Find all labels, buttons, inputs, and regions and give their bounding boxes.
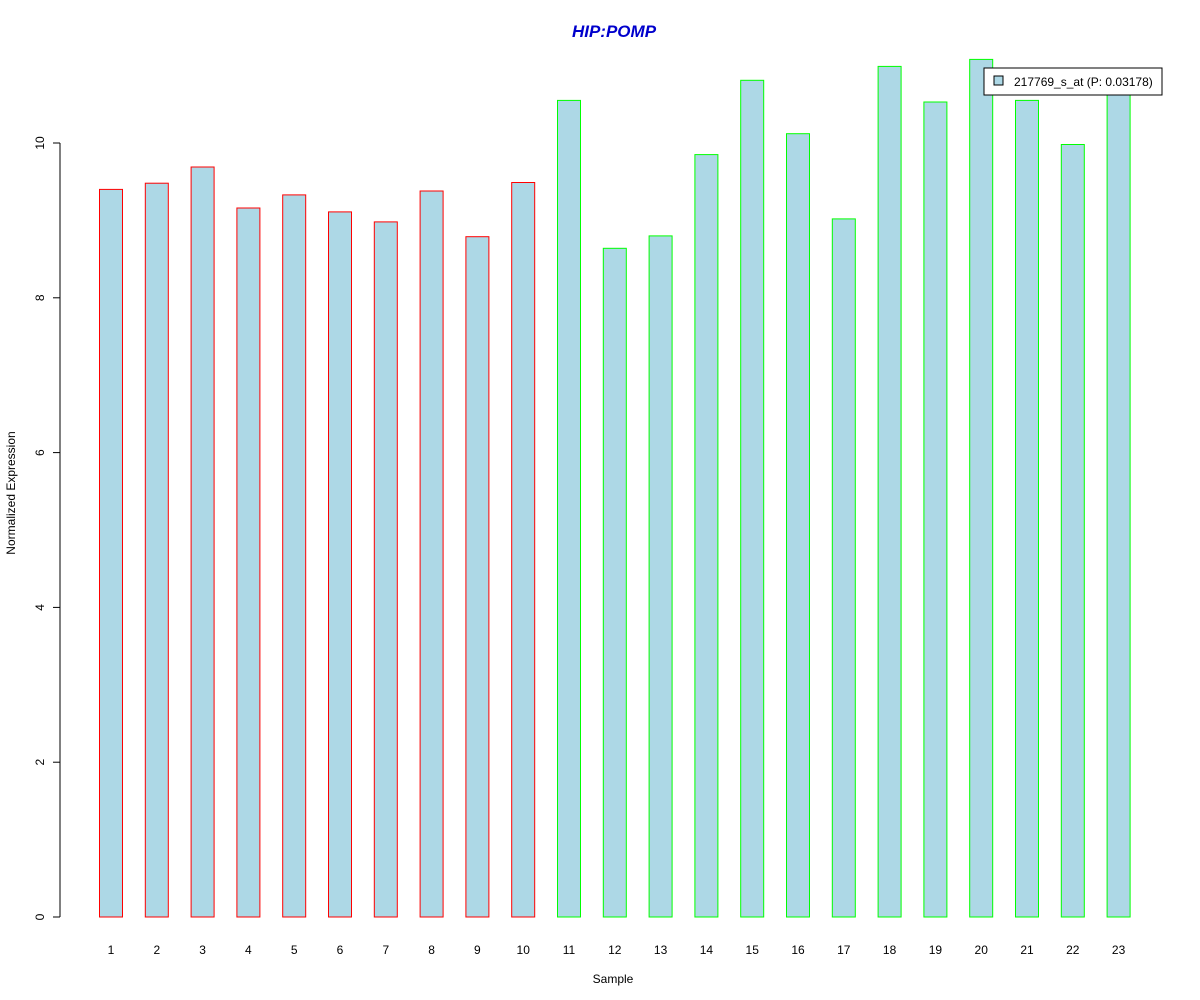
x-tick-label: 9 <box>474 943 481 957</box>
bar-sample-18 <box>877 65 902 918</box>
x-tick-label: 12 <box>608 943 622 957</box>
bar-sample-6 <box>328 211 352 918</box>
x-tick-label: 3 <box>199 943 206 957</box>
y-tick-label: 0 <box>33 913 47 920</box>
bar-sample-16 <box>786 133 810 918</box>
x-tick-label: 8 <box>428 943 435 957</box>
x-tick-label: 14 <box>700 943 714 957</box>
bar-sample-13 <box>648 235 673 918</box>
y-tick-label: 4 <box>33 604 47 611</box>
bar-sample-14 <box>694 154 719 918</box>
x-tick-label: 19 <box>929 943 943 957</box>
x-axis-label: Sample <box>593 972 634 986</box>
x-tick-label: 23 <box>1112 943 1126 957</box>
bar-sample-2 <box>144 182 169 918</box>
bar-sample-12 <box>602 247 627 918</box>
legend: 217769_s_at (P: 0.03178) <box>983 67 1163 96</box>
x-tick-label: 7 <box>382 943 389 957</box>
x-tick-label: 2 <box>153 943 160 957</box>
x-tick-label: 21 <box>1020 943 1034 957</box>
bar-sample-17 <box>831 218 856 918</box>
x-tick-label: 17 <box>837 943 851 957</box>
x-tick-label: 1 <box>108 943 115 957</box>
y-tick-label: 8 <box>33 294 47 301</box>
x-tick-label: 22 <box>1066 943 1080 957</box>
bar-sample-5 <box>282 194 307 918</box>
bar-sample-20 <box>969 58 994 918</box>
bar-sample-23 <box>1106 94 1131 918</box>
y-axis-label: Normalized Expression <box>4 431 18 554</box>
x-tick-label: 5 <box>291 943 298 957</box>
bar-sample-7 <box>373 221 398 918</box>
bar-sample-15 <box>740 79 765 918</box>
bar-sample-4 <box>236 207 261 918</box>
bar-sample-10 <box>511 182 536 918</box>
bar-sample-1 <box>99 188 123 918</box>
x-tick-label: 20 <box>975 943 989 957</box>
y-axis: 0 2 4 6 8 10 <box>33 136 61 920</box>
x-tick-label: 15 <box>746 943 760 957</box>
x-tick-label: 18 <box>883 943 897 957</box>
y-tick-label: 2 <box>33 759 47 766</box>
legend-label: 217769_s_at (P: 0.03178) <box>1014 75 1153 89</box>
x-tick-label: 4 <box>245 943 252 957</box>
y-tick-label: 10 <box>33 136 47 150</box>
x-tick-label: 13 <box>654 943 668 957</box>
chart-title: HIP:POMP <box>572 22 657 41</box>
bar-sample-19 <box>923 101 948 918</box>
x-tick-labels: 1 2 3 4 5 6 7 8 9 10 11 12 13 14 15 16 17 18 19 20 21 22 23 <box>108 943 1126 957</box>
legend-swatch <box>993 75 1004 86</box>
bar-sample-21 <box>1015 99 1039 918</box>
bars-group <box>99 58 1131 918</box>
bar-sample-9 <box>465 236 490 918</box>
legend-box <box>983 67 1163 96</box>
x-tick-label: 10 <box>517 943 531 957</box>
bar-sample-22 <box>1060 144 1085 918</box>
bar-sample-8 <box>419 190 444 918</box>
x-tick-label: 11 <box>563 943 576 957</box>
x-tick-label: 16 <box>791 943 805 957</box>
bar-sample-11 <box>557 99 581 918</box>
y-tick-label: 6 <box>33 449 47 456</box>
bar-sample-3 <box>190 166 215 918</box>
x-tick-label: 6 <box>337 943 344 957</box>
